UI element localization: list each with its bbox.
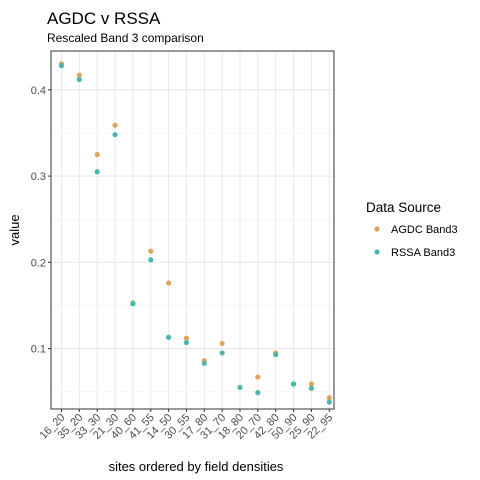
legend-title: Data Source (366, 200, 441, 215)
y-tick-label: 0.3 (31, 171, 46, 183)
point-rssa (308, 385, 314, 391)
point-rssa (148, 257, 154, 263)
plot-background (51, 51, 334, 409)
point-rssa (326, 399, 332, 405)
point-rssa (112, 132, 118, 138)
point-rssa (290, 381, 297, 387)
point-agdc (219, 340, 225, 347)
point-rssa (219, 350, 225, 356)
point-rssa (183, 339, 190, 346)
y-axis: 0.1 0.2 0.3 0.4 (31, 85, 51, 356)
point-rssa (201, 360, 207, 366)
plot-border (50, 50, 335, 410)
point-rssa (255, 390, 261, 396)
y-tick-label: 0.4 (31, 85, 46, 97)
point-agdc (94, 151, 100, 158)
point-rssa (237, 384, 243, 391)
point-rssa (58, 63, 65, 69)
point-agdc (148, 248, 154, 254)
legend-key (374, 249, 380, 255)
point-agdc (183, 335, 190, 341)
data-points (58, 61, 332, 405)
legend-key (374, 226, 380, 232)
point-rssa (94, 169, 100, 175)
legend-label: AGDC Band3 (391, 224, 458, 236)
plot-area (50, 50, 335, 410)
point-agdc (255, 374, 261, 380)
legend-label: RSSA Band3 (391, 247, 455, 259)
y-axis-title: value (7, 214, 22, 245)
y-tick-label: 0.2 (31, 257, 46, 269)
point-agdc (76, 72, 82, 78)
y-tick-label: 0.1 (31, 344, 46, 356)
point-agdc (112, 122, 118, 128)
chart-title: AGDC v RSSA (47, 9, 161, 28)
point-agdc (326, 395, 332, 401)
x-axis: 16_2035_2033_3021_3040_6041_5514_5030_55… (38, 409, 335, 442)
point-rssa (76, 76, 82, 83)
legend: Data Source AGDC Band3 RSSA Band3 (366, 200, 458, 259)
point-agdc (308, 381, 314, 387)
point-rssa (130, 301, 136, 307)
point-rssa (273, 352, 279, 358)
point-agdc (166, 280, 172, 286)
chart-subtitle: Rescaled Band 3 comparison (47, 31, 204, 45)
x-axis-title: sites ordered by field densities (109, 459, 284, 474)
point-rssa (166, 334, 172, 340)
